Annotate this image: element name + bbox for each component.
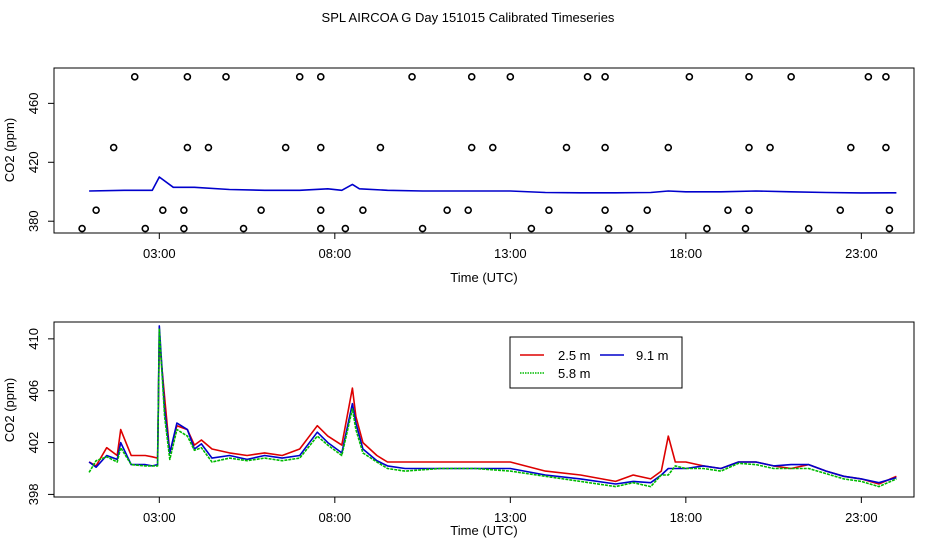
flagged-point (741, 224, 750, 233)
flagged-point (257, 206, 265, 214)
flagged-point (222, 73, 230, 81)
flagged-point (745, 73, 753, 81)
flagged-point (464, 206, 473, 214)
figure-title: SPL AIRCOA G Day 151015 Calibrated Times… (322, 10, 615, 25)
flagged-point (295, 73, 304, 81)
top-x-tick-label: 03:00 (143, 246, 176, 261)
flagged-point (359, 206, 367, 214)
bottom-x-tick-label: 23:00 (845, 510, 878, 525)
top-y-tick-label: 420 (26, 151, 41, 173)
flagged-point (183, 143, 192, 152)
series-line-5-8-m (88, 327, 897, 488)
flagged-point (488, 143, 497, 152)
bottom-plot-frame (53, 321, 915, 498)
flagged-point (685, 73, 694, 81)
flagged-point (601, 143, 609, 152)
flagged-point (882, 143, 890, 152)
flagged-point (239, 224, 248, 233)
flagged-point (180, 206, 188, 214)
bottom-y-tick-label: 398 (26, 484, 41, 506)
series-line-2-5-m (88, 338, 897, 485)
flagged-point (418, 224, 427, 233)
flagged-point (625, 224, 634, 233)
top-x-axis-label: Time (UTC) (450, 270, 517, 285)
flagged-point (601, 206, 609, 214)
flagged-point (847, 143, 855, 152)
flagged-point (864, 73, 873, 81)
bottom-x-axis-label: Time (UTC) (450, 523, 517, 538)
flagged-point (787, 73, 795, 81)
flagged-point (506, 73, 515, 81)
flagged-point (316, 206, 325, 214)
legend-label-5-8m: 5.8 m (558, 366, 591, 381)
top-panel: Time (UTC) CO2 (ppm) 03:00 08:00 13:00 18:0… (2, 67, 915, 285)
flagged-point (316, 73, 325, 81)
flagged-point (141, 224, 150, 233)
legend: 2.5 m 9.1 m 5.8 m (509, 336, 683, 389)
bottom-x-tick-label: 08:00 (319, 510, 352, 525)
flagged-point (882, 73, 890, 81)
bottom-y-tick-label: 406 (26, 380, 41, 402)
flagged-point (376, 143, 385, 152)
legend-label-9-1m: 9.1 m (636, 348, 669, 363)
bottom-x-tick-label: 18:00 (670, 510, 703, 525)
top-plot-frame (53, 67, 915, 234)
top-y-axis-label: CO2 (ppm) (2, 118, 17, 182)
flagged-point (604, 224, 613, 233)
flagged-point (159, 206, 167, 214)
flagged-point (316, 143, 325, 152)
flagged-point (664, 143, 673, 152)
flagged-point (643, 206, 652, 214)
flagged-point (527, 224, 536, 233)
flagged-point (130, 73, 139, 81)
flagged-point (467, 143, 476, 152)
legend-label-2-5m: 2.5 m (558, 348, 591, 363)
top-y-tick-label: 460 (26, 93, 41, 115)
bottom-x-tick-label: 03:00 (143, 510, 176, 525)
series-line-blue-line (89, 176, 897, 194)
flagged-point (724, 206, 732, 214)
flagged-point (180, 224, 188, 233)
flagged-point (467, 73, 476, 81)
top-x-tick-label: 08:00 (319, 246, 352, 261)
flagged-point (583, 73, 592, 81)
flagged-point (836, 206, 845, 214)
flagged-point (204, 143, 213, 152)
legend-box (509, 336, 683, 389)
bottom-x-tick-label: 13:00 (494, 510, 527, 525)
series-line-9-1-m (88, 325, 897, 485)
bottom-panel: Time (UTC) CO2 (ppm) 03:00 08:00 13:00 18:0… (2, 321, 915, 538)
flagged-point (885, 224, 894, 233)
flagged-point (408, 73, 416, 81)
top-y-tick-label: 380 (26, 210, 41, 232)
bottom-y-tick-label: 410 (26, 328, 41, 350)
top-x-tick-label: 13:00 (494, 246, 527, 261)
flagged-point (183, 73, 192, 81)
flagged-point (885, 206, 894, 214)
bottom-y-tick-label: 402 (26, 432, 41, 454)
flagged-point (316, 224, 325, 233)
flagged-point (281, 143, 290, 152)
flagged-point (766, 143, 774, 152)
flagged-point (545, 206, 553, 214)
top-x-tick-label: 23:00 (845, 246, 878, 261)
flagged-point (703, 224, 711, 233)
flagged-point (443, 206, 451, 214)
top-x-tick-label: 18:00 (670, 246, 703, 261)
flagged-point (78, 224, 86, 233)
bottom-y-axis-label: CO2 (ppm) (2, 378, 17, 442)
flagged-point (109, 143, 118, 152)
flagged-point (601, 73, 609, 81)
flagged-point (562, 143, 571, 152)
flagged-point (92, 206, 100, 214)
flagged-point (745, 206, 753, 214)
flagged-point (804, 224, 813, 233)
flagged-point (341, 224, 350, 233)
flagged-point (745, 143, 753, 152)
